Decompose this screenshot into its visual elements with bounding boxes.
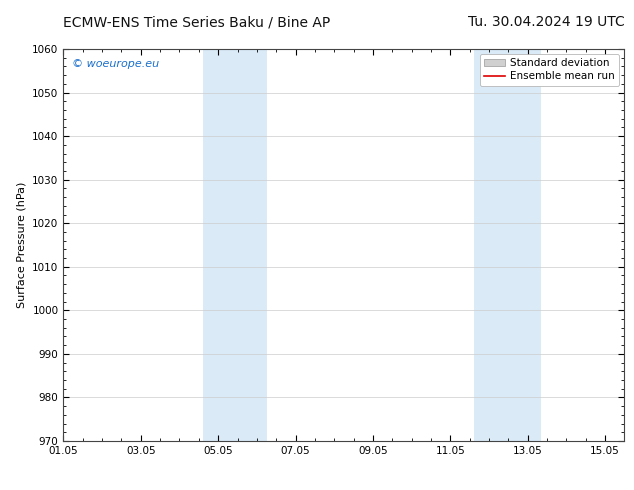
- Text: © woeurope.eu: © woeurope.eu: [72, 59, 159, 69]
- Text: ECMW-ENS Time Series Baku / Bine AP: ECMW-ENS Time Series Baku / Bine AP: [63, 15, 331, 29]
- Legend: Standard deviation, Ensemble mean run: Standard deviation, Ensemble mean run: [480, 54, 619, 86]
- Text: Tu. 30.04.2024 19 UTC: Tu. 30.04.2024 19 UTC: [468, 15, 624, 29]
- Y-axis label: Surface Pressure (hPa): Surface Pressure (hPa): [16, 182, 27, 308]
- Bar: [203, 49, 266, 441]
- Bar: [474, 49, 541, 441]
